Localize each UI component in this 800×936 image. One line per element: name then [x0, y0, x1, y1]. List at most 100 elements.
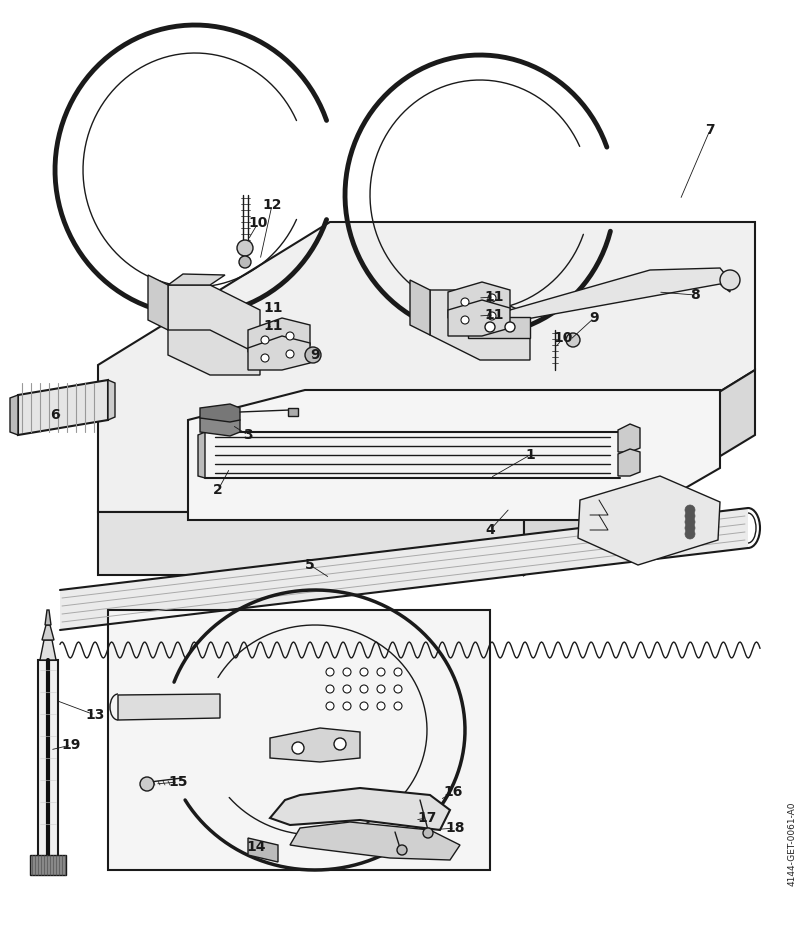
Circle shape [394, 702, 402, 710]
Circle shape [394, 668, 402, 676]
Text: 17: 17 [418, 811, 437, 825]
Circle shape [343, 668, 351, 676]
Circle shape [505, 322, 515, 332]
Circle shape [286, 332, 294, 340]
Circle shape [461, 316, 469, 324]
Polygon shape [108, 610, 490, 870]
Polygon shape [290, 822, 460, 860]
Polygon shape [30, 855, 66, 875]
Circle shape [360, 685, 368, 693]
Circle shape [685, 529, 695, 539]
Text: 11: 11 [484, 308, 504, 322]
Polygon shape [10, 395, 18, 435]
Polygon shape [18, 380, 108, 435]
Circle shape [377, 668, 385, 676]
Polygon shape [200, 414, 240, 436]
Circle shape [286, 350, 294, 358]
Text: 4144-GET-0061-A0: 4144-GET-0061-A0 [787, 801, 797, 886]
Circle shape [377, 702, 385, 710]
Text: 19: 19 [62, 738, 81, 752]
Text: 5: 5 [305, 558, 315, 572]
Circle shape [377, 685, 385, 693]
Text: 18: 18 [446, 821, 465, 835]
Text: 10: 10 [248, 216, 268, 230]
Circle shape [394, 685, 402, 693]
Circle shape [334, 738, 346, 750]
Text: 15: 15 [168, 775, 188, 789]
Circle shape [326, 702, 334, 710]
Circle shape [360, 668, 368, 676]
Polygon shape [168, 274, 225, 285]
Text: 3: 3 [243, 428, 253, 442]
Circle shape [488, 312, 496, 320]
Polygon shape [270, 728, 360, 762]
Text: 11: 11 [263, 301, 282, 315]
Polygon shape [40, 640, 56, 660]
Text: 11: 11 [263, 319, 282, 333]
Polygon shape [98, 512, 524, 575]
Polygon shape [198, 432, 205, 478]
Circle shape [461, 298, 469, 306]
Text: 7: 7 [705, 123, 715, 137]
Circle shape [360, 702, 368, 710]
Polygon shape [148, 275, 168, 330]
Circle shape [685, 523, 695, 533]
Text: 4: 4 [485, 523, 495, 537]
Circle shape [326, 668, 334, 676]
Text: 16: 16 [443, 785, 462, 799]
Polygon shape [270, 788, 450, 830]
Text: 14: 14 [246, 840, 266, 854]
Polygon shape [38, 660, 58, 870]
Text: 9: 9 [589, 311, 599, 325]
Circle shape [685, 505, 695, 515]
Polygon shape [448, 282, 510, 318]
Text: 6: 6 [50, 408, 60, 422]
Circle shape [237, 240, 253, 256]
Circle shape [685, 517, 695, 527]
Polygon shape [45, 610, 51, 625]
Circle shape [488, 294, 496, 302]
Circle shape [305, 347, 321, 363]
Polygon shape [618, 424, 640, 452]
Circle shape [685, 511, 695, 521]
Polygon shape [98, 222, 755, 512]
Circle shape [292, 742, 304, 754]
Text: 13: 13 [86, 708, 105, 722]
Polygon shape [490, 268, 730, 330]
Circle shape [261, 336, 269, 344]
Circle shape [397, 845, 407, 855]
Circle shape [140, 777, 154, 791]
Circle shape [485, 322, 495, 332]
Polygon shape [200, 404, 240, 422]
Text: 9: 9 [310, 348, 320, 362]
Polygon shape [108, 380, 115, 420]
Polygon shape [578, 476, 720, 565]
Text: 12: 12 [262, 198, 282, 212]
Polygon shape [118, 694, 220, 720]
Polygon shape [468, 317, 530, 338]
Polygon shape [168, 330, 260, 375]
Text: 10: 10 [554, 331, 573, 345]
Circle shape [720, 270, 740, 290]
Polygon shape [410, 280, 430, 335]
Polygon shape [60, 508, 748, 630]
Polygon shape [618, 449, 640, 476]
Circle shape [326, 685, 334, 693]
Polygon shape [188, 390, 720, 520]
Text: 1: 1 [525, 448, 535, 462]
Circle shape [343, 702, 351, 710]
Circle shape [239, 256, 251, 268]
Polygon shape [248, 318, 310, 352]
Circle shape [423, 828, 433, 838]
Text: 2: 2 [213, 483, 223, 497]
Text: 8: 8 [690, 288, 700, 302]
Circle shape [566, 333, 580, 347]
Polygon shape [524, 370, 755, 575]
Polygon shape [248, 838, 278, 862]
Polygon shape [168, 285, 260, 355]
Circle shape [261, 354, 269, 362]
Polygon shape [248, 336, 310, 370]
Polygon shape [288, 408, 298, 416]
Polygon shape [42, 625, 54, 640]
Polygon shape [430, 290, 530, 360]
